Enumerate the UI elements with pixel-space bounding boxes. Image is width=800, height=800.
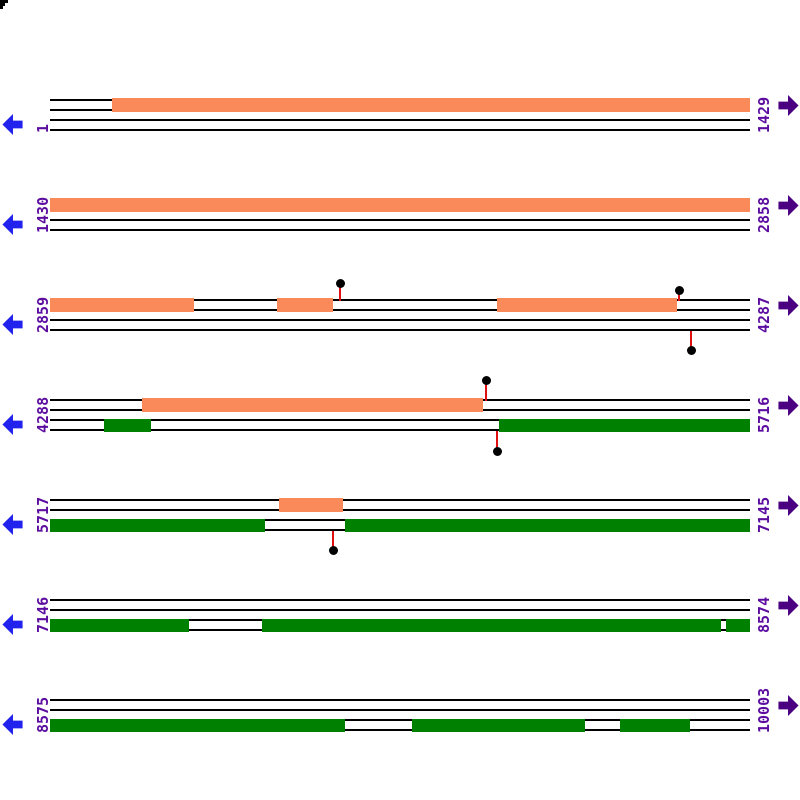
forward-feature-bar[interactable] — [112, 98, 750, 112]
strand-line — [50, 329, 750, 331]
forward-feature-bar[interactable] — [277, 298, 333, 312]
strand-line — [50, 229, 750, 231]
site-marker-stem — [496, 431, 498, 451]
forward-feature-bar[interactable] — [50, 298, 194, 312]
site-marker-dot — [674, 285, 684, 295]
reverse-feature-bar[interactable] — [412, 719, 585, 732]
right-arrow-icon[interactable] — [778, 294, 799, 317]
corner-artifact — [0, 6, 3, 9]
site-marker-dot — [492, 446, 502, 456]
forward-feature-bar[interactable] — [142, 398, 483, 412]
strand-line — [50, 309, 750, 311]
range-end-label: 7145 — [755, 496, 773, 533]
reverse-feature-bar[interactable] — [499, 419, 750, 432]
site-marker-stem — [485, 380, 487, 401]
range-end-label: 10003 — [755, 687, 773, 733]
strand-line — [50, 509, 750, 511]
right-arrow-icon[interactable] — [778, 594, 799, 617]
range-start-label: 4288 — [34, 396, 52, 433]
strand-line — [50, 319, 750, 321]
site-marker-dot — [481, 375, 491, 385]
strand-line — [50, 219, 750, 221]
strand-line — [50, 719, 750, 721]
sequence-row: 4288 5716 — [0, 370, 800, 470]
left-arrow-icon[interactable] — [2, 613, 23, 636]
reverse-feature-bar[interactable] — [50, 719, 345, 732]
strand-line — [50, 729, 750, 731]
sequence-row: 1430 2858 — [0, 170, 800, 270]
site-marker-stem — [678, 290, 680, 301]
strand-line — [50, 299, 750, 301]
forward-feature-bar[interactable] — [50, 198, 750, 212]
strand-line — [50, 429, 750, 431]
strand-line — [50, 699, 750, 701]
site-marker-dot — [328, 545, 338, 555]
strand-line — [50, 599, 750, 601]
left-arrow-icon[interactable] — [2, 713, 23, 736]
range-start-label: 7146 — [34, 596, 52, 633]
reverse-feature-bar[interactable] — [104, 419, 151, 432]
right-arrow-icon[interactable] — [778, 394, 799, 417]
site-marker-stem — [690, 331, 692, 350]
sequence-row: 5717 7145 — [0, 470, 800, 570]
range-start-label: 1430 — [34, 196, 52, 233]
right-arrow-icon[interactable] — [778, 494, 799, 517]
sequence-row: 7146 8574 — [0, 570, 800, 670]
corner-artifact — [0, 3, 5, 6]
forward-feature-bar[interactable] — [279, 498, 343, 512]
right-arrow-icon[interactable] — [778, 194, 799, 217]
strand-line — [50, 129, 750, 131]
strand-line — [50, 419, 750, 421]
range-start-label: 2859 — [34, 296, 52, 333]
reverse-feature-bar[interactable] — [345, 519, 750, 532]
strand-line — [50, 609, 750, 611]
range-end-label: 2858 — [755, 196, 773, 233]
site-marker-dot — [686, 345, 696, 355]
reverse-feature-bar[interactable] — [50, 619, 189, 632]
right-arrow-icon[interactable] — [778, 94, 799, 117]
strand-line — [50, 119, 750, 121]
strand-line — [50, 499, 750, 501]
range-end-label: 5716 — [755, 396, 773, 433]
left-arrow-icon[interactable] — [2, 213, 23, 236]
forward-feature-bar[interactable] — [497, 298, 677, 312]
range-start-label: 8575 — [34, 696, 52, 733]
corner-artifact — [0, 0, 8, 3]
reverse-feature-bar[interactable] — [262, 619, 721, 632]
range-end-label: 4287 — [755, 296, 773, 333]
strand-line — [50, 709, 750, 711]
range-end-label: 1429 — [755, 96, 773, 133]
left-arrow-icon[interactable] — [2, 113, 23, 136]
left-arrow-icon[interactable] — [2, 313, 23, 336]
site-marker-stem — [332, 531, 334, 550]
range-start-label: 1 — [34, 123, 52, 133]
sequence-row: 8575 10003 — [0, 670, 800, 770]
sequence-row: 2859 4287 — [0, 270, 800, 370]
reverse-feature-bar[interactable] — [50, 519, 265, 532]
site-marker-dot — [335, 278, 345, 288]
right-arrow-icon[interactable] — [778, 694, 799, 717]
reverse-feature-bar[interactable] — [726, 619, 750, 632]
reverse-feature-bar[interactable] — [620, 719, 690, 732]
range-start-label: 5717 — [34, 496, 52, 533]
range-end-label: 8574 — [755, 596, 773, 633]
left-arrow-icon[interactable] — [2, 513, 23, 536]
site-marker-stem — [339, 283, 341, 301]
left-arrow-icon[interactable] — [2, 413, 23, 436]
sequence-row: 1 1429 — [0, 70, 800, 170]
